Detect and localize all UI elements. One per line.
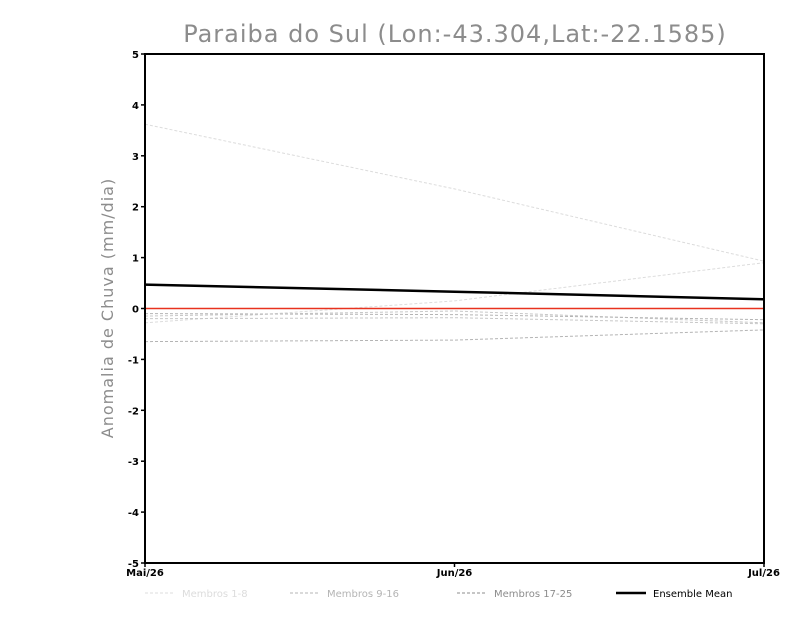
y-axis-label: Anomalia de Chuva (mm/dia)	[98, 178, 117, 438]
y-tick-label: -1	[128, 355, 139, 366]
member-line-2	[144, 262, 765, 324]
y-tick-label: 1	[132, 254, 139, 265]
y-tick-label: 5	[132, 50, 139, 61]
x-tick-label: Jul/26	[747, 568, 780, 579]
axes: -5 -4 -3 -2 -1 0 1 2 3 4 5 Mai/26 Jun/26 Jul/26	[126, 50, 780, 579]
member-line-6	[144, 313, 765, 321]
legend-label-1: Membros 1-8	[182, 589, 248, 600]
y-tick-label: -5	[128, 559, 139, 570]
ensemble-mean-line	[144, 283, 765, 301]
member-line-1	[144, 123, 765, 262]
y-tick-label: -3	[128, 457, 139, 468]
x-tick-label: Mai/26	[126, 568, 164, 579]
x-tick-label: Jun/26	[436, 568, 473, 579]
y-tick-label: 3	[132, 152, 139, 163]
legend-label-3: Membros 17-25	[494, 589, 572, 600]
y-tick-label: -2	[128, 406, 139, 417]
y-tick-label: 0	[132, 305, 139, 316]
chart-title: Paraiba do Sul (Lon:-43.304,Lat:-22.1585…	[183, 20, 727, 48]
y-tick-label: 4	[132, 101, 139, 112]
legend-label-4: Ensemble Mean	[653, 589, 732, 600]
plot-area	[144, 123, 765, 343]
legend-label-2: Membros 9-16	[327, 589, 399, 600]
member-line-3	[144, 310, 765, 324]
y-tick-label: -4	[128, 508, 139, 519]
legend: Membros 1-8 Membros 9-16 Membros 17-25 Ense…	[145, 589, 732, 600]
member-line-4	[144, 317, 765, 325]
member-line-5	[144, 329, 765, 343]
y-tick-label: 2	[132, 203, 139, 214]
